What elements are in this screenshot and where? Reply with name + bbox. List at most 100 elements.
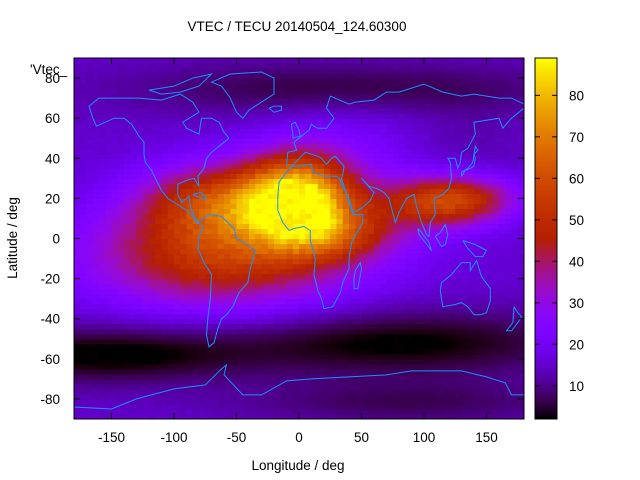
heatmap-cell	[230, 368, 238, 375]
heatmap-cell	[74, 153, 81, 159]
heatmap-cell	[342, 233, 350, 240]
heatmap-cell	[192, 143, 200, 149]
heatmap-cell	[467, 398, 475, 405]
heatmap-cell	[217, 93, 225, 99]
heatmap-cell	[161, 318, 169, 325]
heatmap-cell	[242, 133, 250, 139]
heatmap-cell	[355, 118, 363, 124]
heatmap-cell	[199, 228, 206, 235]
heatmap-cell	[324, 113, 331, 119]
heatmap-cell	[167, 283, 175, 290]
heatmap-cell	[499, 413, 506, 419]
heatmap-cell	[330, 378, 338, 385]
heatmap-cell	[224, 198, 231, 204]
heatmap-cell	[474, 233, 481, 240]
heatmap-cell	[242, 413, 250, 419]
heatmap-cell	[342, 218, 350, 225]
heatmap-cell	[205, 273, 213, 280]
heatmap-cell	[74, 68, 81, 74]
heatmap-cell	[486, 103, 494, 109]
heatmap-cell	[449, 213, 456, 220]
heatmap-cell	[430, 288, 438, 295]
heatmap-cell	[380, 148, 388, 154]
heatmap-cell	[230, 253, 238, 260]
heatmap-cell	[349, 193, 356, 199]
heatmap-cell	[355, 63, 363, 69]
heatmap-cell	[211, 218, 219, 225]
heatmap-cell	[274, 98, 281, 104]
heatmap-cell	[417, 393, 425, 400]
heatmap-cell	[255, 373, 263, 380]
heatmap-cell	[105, 143, 113, 149]
heatmap-cell	[424, 208, 431, 215]
heatmap-cell	[236, 128, 244, 134]
heatmap-cell	[92, 308, 100, 315]
heatmap-cell	[111, 238, 119, 245]
heatmap-cell	[417, 373, 425, 380]
heatmap-cell	[286, 388, 294, 395]
heatmap-cell	[461, 208, 469, 215]
heatmap-cell	[380, 373, 388, 380]
heatmap-cell	[261, 323, 269, 330]
heatmap-cell	[467, 323, 475, 330]
heatmap-cell	[317, 328, 325, 335]
heatmap-cell	[174, 238, 181, 245]
heatmap-cell	[405, 293, 413, 300]
heatmap-cell	[355, 193, 363, 199]
heatmap-cell	[74, 388, 81, 395]
heatmap-cell	[205, 283, 213, 290]
heatmap-cell	[342, 228, 350, 235]
heatmap-cell	[480, 238, 488, 245]
heatmap-cell	[367, 198, 375, 204]
heatmap-cell	[467, 268, 475, 275]
heatmap-cell	[249, 403, 256, 410]
heatmap-cell	[305, 313, 313, 320]
heatmap-cell	[355, 393, 363, 400]
heatmap-cell	[86, 58, 94, 64]
heatmap-cell	[486, 253, 494, 260]
heatmap-cell	[130, 293, 138, 300]
heatmap-cell	[99, 173, 106, 179]
heatmap-cell	[211, 163, 219, 169]
heatmap-cell	[99, 138, 106, 144]
heatmap-cell	[180, 378, 188, 385]
heatmap-cell	[211, 273, 219, 280]
heatmap-cell	[161, 208, 169, 215]
heatmap-cell	[174, 383, 181, 390]
heatmap-cell	[424, 268, 431, 275]
heatmap-cell	[280, 408, 288, 415]
heatmap-cell	[499, 68, 506, 74]
heatmap-cell	[486, 173, 494, 179]
heatmap-cell	[324, 98, 331, 104]
heatmap-cell	[136, 173, 144, 179]
heatmap-cell	[124, 193, 131, 199]
heatmap-cell	[492, 78, 500, 84]
heatmap-cell	[92, 178, 100, 184]
heatmap-cell	[136, 98, 144, 104]
heatmap-cell	[199, 273, 206, 280]
heatmap-cell	[305, 193, 313, 199]
heatmap-cell	[455, 73, 463, 79]
heatmap-cell	[92, 218, 100, 225]
heatmap-cell	[205, 323, 213, 330]
heatmap-cell	[492, 253, 500, 260]
heatmap-cell	[305, 108, 313, 114]
heatmap-cell	[467, 413, 475, 419]
heatmap-cell	[205, 358, 213, 365]
heatmap-cell	[374, 163, 381, 169]
heatmap-cell	[249, 413, 256, 419]
heatmap-cell	[442, 293, 450, 300]
heatmap-cell	[311, 368, 319, 375]
heatmap-cell	[180, 268, 188, 275]
heatmap-cell	[367, 328, 375, 335]
heatmap-cell	[124, 173, 131, 179]
heatmap-cell	[386, 378, 394, 385]
heatmap-cell	[499, 303, 506, 310]
heatmap-cell	[174, 243, 181, 250]
heatmap-cell	[167, 113, 175, 119]
heatmap-cell	[149, 133, 156, 139]
heatmap-cell	[405, 133, 413, 139]
heatmap-cell	[399, 243, 406, 250]
heatmap-cell	[399, 138, 406, 144]
heatmap-cell	[211, 143, 219, 149]
